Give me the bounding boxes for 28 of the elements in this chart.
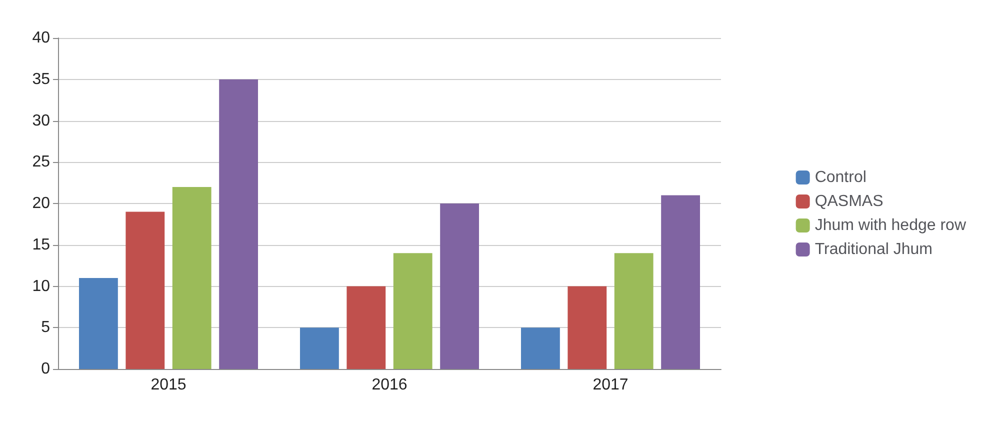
- bar: [346, 286, 386, 369]
- y-tick-label: 10: [32, 278, 50, 295]
- bar: [219, 79, 258, 369]
- y-tick-label: 0: [41, 360, 50, 378]
- y-tick-label: 20: [32, 195, 50, 212]
- bar: [440, 204, 480, 369]
- y-tick-label: 30: [32, 112, 50, 130]
- y-tick-label: 35: [32, 70, 50, 88]
- legend-label: Traditional Jhum: [814, 241, 932, 258]
- bar: [300, 328, 339, 369]
- x-tick-label: 2015: [150, 376, 186, 394]
- legend-label: Control: [814, 169, 866, 186]
- y-tick-label: 25: [32, 154, 50, 171]
- legend-label: QASMAS: [814, 193, 884, 210]
- y-tick-label: 5: [41, 319, 50, 336]
- bar: [78, 278, 118, 369]
- bar: [393, 253, 432, 369]
- bar: [172, 186, 212, 369]
- y-tick-label: 15: [32, 236, 50, 254]
- bar: [614, 253, 654, 369]
- y-tick-label: 40: [32, 30, 50, 46]
- bar: [661, 195, 700, 369]
- bar: [568, 286, 607, 369]
- bar: [520, 328, 560, 369]
- bar: [126, 212, 165, 369]
- x-tick-label: 2017: [592, 376, 628, 394]
- x-tick-label: 2016: [372, 376, 408, 394]
- legend-label: Jhum with hedge row: [814, 217, 966, 234]
